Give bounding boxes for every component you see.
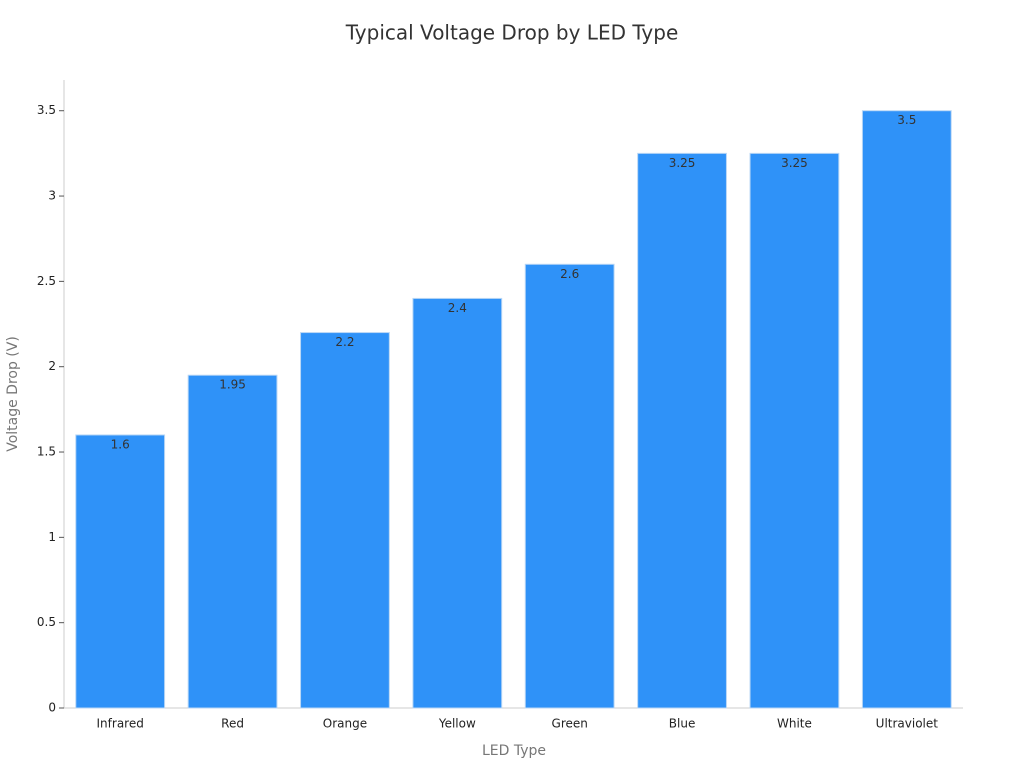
y-axis-title: Voltage Drop (V) xyxy=(5,336,21,452)
x-tick-label: White xyxy=(777,717,812,731)
x-tick-label: Infrared xyxy=(97,717,144,731)
y-tick-label: 2.5 xyxy=(37,274,56,288)
x-tick-label: Orange xyxy=(323,717,367,731)
bar xyxy=(861,110,952,709)
data-label: 2.6 xyxy=(560,267,579,281)
y-tick-label: 1.5 xyxy=(37,445,56,459)
bar xyxy=(75,434,166,709)
data-label: 3.5 xyxy=(897,113,916,127)
y-tick-label: 1 xyxy=(48,530,56,544)
x-tick-label: Green xyxy=(552,717,588,731)
data-label: 2.2 xyxy=(335,335,354,349)
x-tick-label: Blue xyxy=(669,717,696,731)
bar xyxy=(187,374,278,709)
data-label: 2.4 xyxy=(448,301,467,315)
bar xyxy=(749,152,840,709)
bar xyxy=(637,152,727,709)
data-label: 3.25 xyxy=(781,156,808,170)
x-axis-title: LED Type xyxy=(482,743,546,759)
data-label: 3.25 xyxy=(669,156,696,170)
x-tick-label: Yellow xyxy=(438,717,476,731)
x-tick-label: Ultraviolet xyxy=(876,717,939,731)
y-tick-label: 3 xyxy=(48,189,56,203)
bar xyxy=(300,332,390,709)
chart-title: Typical Voltage Drop by LED Type xyxy=(345,21,679,45)
y-tick-label: 2 xyxy=(48,359,56,373)
x-tick-label: Red xyxy=(221,717,244,731)
y-tick-label: 0.5 xyxy=(37,615,56,629)
data-label: 1.95 xyxy=(219,378,246,392)
data-label: 1.6 xyxy=(111,437,130,451)
y-tick-label: 0 xyxy=(48,701,56,715)
bar xyxy=(524,263,615,709)
bar xyxy=(412,297,503,709)
y-tick-label: 3.5 xyxy=(37,103,56,117)
